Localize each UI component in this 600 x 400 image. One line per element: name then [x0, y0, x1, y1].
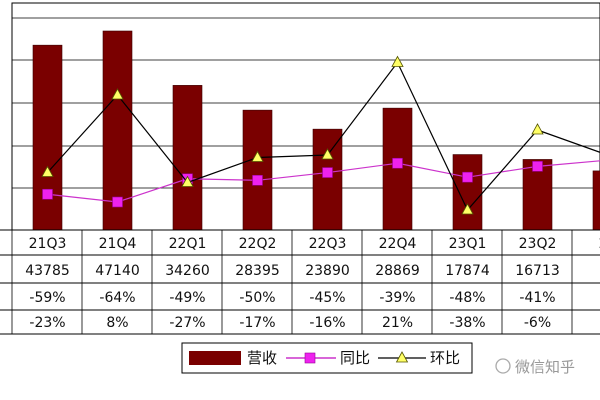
- table-cell-r0-21Q4: 47140: [95, 263, 140, 279]
- table-cell-r2-21Q4: 8%: [106, 315, 128, 331]
- legend-marker-qoq: [395, 351, 409, 363]
- table-cell-r0-22Q2: 28395: [235, 263, 280, 279]
- qoq-point-22Q2: [251, 150, 264, 162]
- legend-label-qoq: 环比: [430, 349, 460, 367]
- bar-23Q1: [452, 154, 483, 231]
- qoq-point-22Q4: [391, 55, 404, 67]
- table-cell-r0-22Q4: 28869: [375, 263, 420, 279]
- yoy-point-22Q4: [392, 157, 403, 169]
- qoq-point-21Q3: [41, 165, 54, 177]
- table-cell-r1-21Q4: -64%: [99, 290, 135, 306]
- legend-marker-yoy: [304, 352, 316, 364]
- yoy-point-23Q1: [462, 171, 473, 183]
- table-cell-r1-22Q4: -39%: [379, 290, 415, 306]
- bar-22Q1: [172, 85, 203, 231]
- category-label-23Q3: 23: [599, 236, 600, 252]
- legend-label-yoy: 同比: [340, 349, 370, 367]
- bar-22Q4: [382, 107, 413, 231]
- category-label-21Q4: 21Q4: [99, 236, 137, 252]
- table-cell-r1-22Q1: -49%: [169, 290, 205, 306]
- data-table: 21Q3 21Q4 22Q1 22Q2 22Q3 22Q4 23Q1 23Q2 23 43785 4…: [0, 229, 600, 335]
- yoy-point-21Q3: [42, 188, 53, 200]
- yoy-point-22Q2: [252, 175, 263, 186]
- watermark-text: 微信知乎: [515, 358, 575, 376]
- table-cell-r1-21Q3: -59%: [29, 290, 65, 306]
- qoq-point-22Q1: [181, 175, 194, 187]
- category-label-22Q2: 22Q2: [239, 236, 277, 252]
- table-cell-r2-23Q1: -38%: [449, 315, 485, 331]
- yoy-point-21Q4: [112, 196, 123, 208]
- category-label-22Q4: 22Q4: [379, 236, 417, 252]
- category-label-22Q3: 22Q3: [309, 236, 347, 252]
- category-label-21Q3: 21Q3: [29, 236, 67, 252]
- plot-area: [11, 2, 600, 231]
- table-cell-r2-22Q1: -27%: [169, 315, 205, 331]
- table-cell-r0-23Q1: 17874: [445, 263, 490, 279]
- category-label-23Q2: 23Q2: [519, 236, 557, 252]
- table-cell-r2-22Q4: 21%: [382, 315, 413, 331]
- watermark: 微信知乎: [495, 358, 575, 376]
- yoy-point-23Q2: [532, 161, 543, 172]
- table-cell-r0-23Q3: 14: [599, 263, 600, 279]
- yoy-point-22Q3: [322, 167, 333, 178]
- plot-frame: [11, 2, 600, 231]
- table-cell-r2-22Q3: -16%: [309, 315, 345, 331]
- table-cell-r1-22Q2: -50%: [239, 290, 275, 306]
- qoq-point-23Q2: [531, 123, 544, 135]
- qoq-point-21Q4: [111, 88, 124, 100]
- legend-label-revenue: 营收: [247, 349, 277, 367]
- table-cell-r0-23Q2: 16713: [515, 263, 560, 279]
- category-label-22Q1: 22Q1: [169, 236, 207, 252]
- category-label-23Q1: 23Q1: [449, 236, 487, 252]
- legend: 营收 同比 环比: [181, 342, 473, 374]
- table-cell-r1-23Q2: -41%: [519, 290, 555, 306]
- bar-22Q3: [312, 128, 343, 231]
- qoq-point-23Q1: [461, 203, 474, 215]
- table-cell-r1-23Q1: -48%: [449, 290, 485, 306]
- wechat-icon: [495, 358, 511, 374]
- table-cell-r0-21Q3: 43785: [25, 263, 70, 279]
- bar-21Q3: [32, 44, 63, 231]
- bar-23Q3: [592, 170, 600, 231]
- bar-22Q2: [242, 109, 273, 231]
- qoq-point-22Q3: [321, 148, 334, 160]
- table-cell-r2-23Q2: -6%: [524, 315, 551, 331]
- legend-swatch-revenue: [189, 351, 241, 365]
- table-cell-r0-22Q1: 34260: [165, 263, 210, 279]
- table-cell-r0-22Q3: 23890: [305, 263, 350, 279]
- table-cell-r2-22Q2: -17%: [239, 315, 275, 331]
- table-cell-r1-22Q3: -45%: [309, 290, 345, 306]
- table-cell-r2-21Q3: -23%: [29, 315, 65, 331]
